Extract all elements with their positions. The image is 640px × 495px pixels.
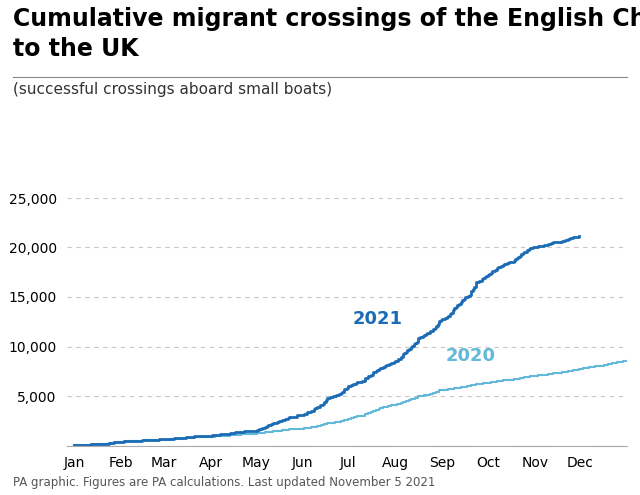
Text: PA graphic. Figures are PA calculations. Last updated November 5 2021: PA graphic. Figures are PA calculations.… <box>13 476 435 489</box>
Text: Cumulative migrant crossings of the English Channel: Cumulative migrant crossings of the Engl… <box>13 7 640 31</box>
Text: (successful crossings aboard small boats): (successful crossings aboard small boats… <box>13 82 332 97</box>
Text: to the UK: to the UK <box>13 37 138 61</box>
Text: 2020: 2020 <box>445 347 495 365</box>
Text: 2021: 2021 <box>353 310 403 328</box>
